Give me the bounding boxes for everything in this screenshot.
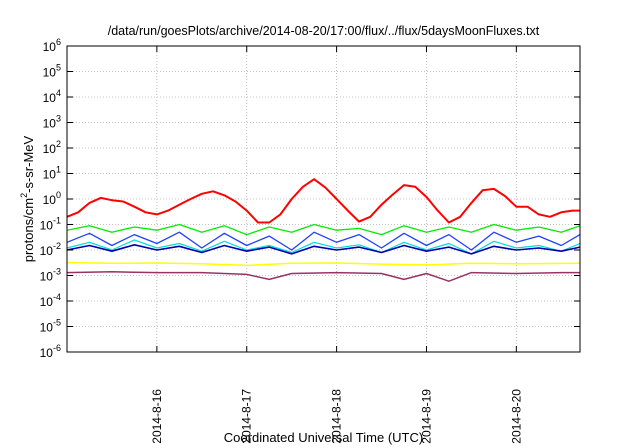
x-tick-label: 2014-8-16 [150, 389, 164, 444]
y-tick-exp: -5 [53, 318, 61, 328]
y-tick-exp: 1 [56, 165, 61, 175]
y-tick-label: 10-3 [40, 267, 61, 284]
y-tick-label: 10-4 [40, 292, 61, 309]
series-layer [66, 178, 581, 282]
series-line-6 [66, 261, 581, 267]
y-tick-base: 10 [40, 270, 54, 284]
y-tick-base: 10 [43, 40, 57, 54]
x-tick-label: 2014-8-18 [330, 389, 344, 444]
x-tick-label: 2014-8-20 [509, 389, 523, 444]
y-axis-label-rest: -s-sr-MeV [21, 135, 36, 192]
y-tick-base: 10 [40, 321, 54, 335]
y-tick-exp: -4 [53, 292, 61, 302]
y-axis-label: protons/cm2-s-sr-MeV [19, 135, 36, 262]
y-tick-base: 10 [43, 117, 57, 131]
series-line-4 [66, 231, 581, 251]
y-tick-exp: -2 [53, 241, 61, 251]
y-tick-base: 10 [40, 295, 54, 309]
y-tick-exp: -6 [53, 343, 61, 353]
y-tick-base: 10 [43, 91, 57, 105]
ticks: 10-610-510-410-310-210-11001011021031041… [40, 37, 580, 444]
y-tick-base: 10 [40, 219, 54, 233]
y-axis-label-base: protons/cm [21, 198, 36, 262]
y-tick-label: 105 [43, 63, 61, 80]
y-tick-label: 10-1 [40, 216, 61, 233]
y-tick-label: 100 [43, 190, 61, 207]
series-line-5 [66, 244, 581, 255]
x-tick-label: 2014-8-17 [240, 389, 254, 444]
y-tick-base: 10 [43, 142, 57, 156]
chart-title: /data/run/goesPlots/archive/2014-08-20/1… [108, 24, 540, 38]
y-tick-label: 102 [43, 139, 61, 156]
y-tick-label: 10-5 [40, 318, 61, 335]
y-tick-base: 10 [43, 66, 57, 80]
y-tick-exp: 3 [56, 114, 61, 124]
y-tick-label: 103 [43, 114, 61, 131]
y-tick-exp: 5 [56, 63, 61, 73]
y-tick-label: 10-2 [40, 241, 61, 258]
series-line-1 [66, 178, 580, 224]
y-axis-label-sup: 2 [19, 193, 29, 198]
y-tick-exp: -3 [53, 267, 61, 277]
y-tick-base: 10 [40, 244, 54, 258]
y-tick-exp: 0 [56, 190, 61, 200]
y-tick-label: 104 [43, 88, 61, 105]
y-tick-base: 10 [43, 193, 57, 207]
y-tick-exp: 6 [56, 37, 61, 47]
y-tick-exp: -1 [53, 216, 61, 226]
series-line-3 [66, 239, 581, 255]
y-tick-base: 10 [40, 346, 54, 360]
y-tick-label: 106 [43, 37, 61, 54]
series-line-7 [66, 271, 580, 282]
y-tick-exp: 2 [56, 139, 61, 149]
y-tick-exp: 4 [56, 88, 61, 98]
y-tick-base: 10 [43, 168, 57, 182]
y-tick-label: 101 [43, 165, 61, 182]
x-axis-label: Coordinated Universal Time (UTC) [224, 430, 423, 445]
series-line-2 [66, 223, 581, 236]
y-tick-label: 10-6 [40, 343, 61, 360]
x-tick-label: 2014-8-19 [419, 389, 433, 444]
